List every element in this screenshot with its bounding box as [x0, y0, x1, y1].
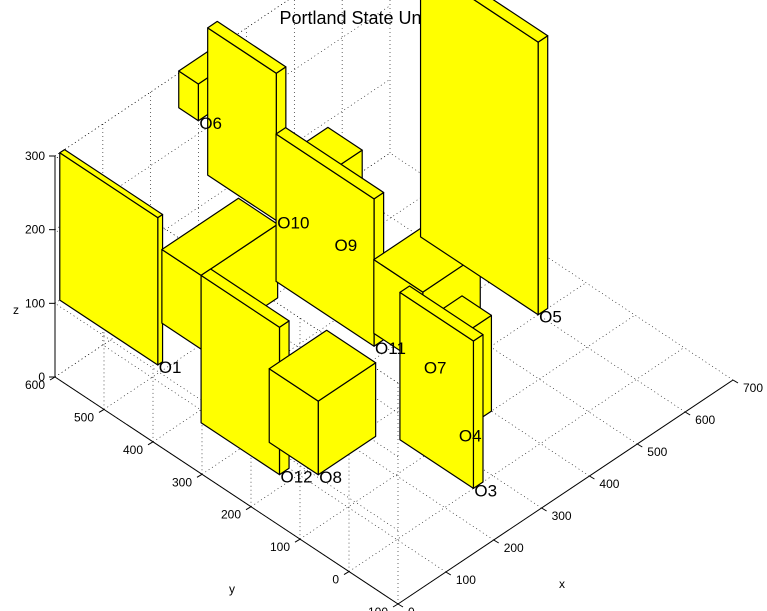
x-tick-mark [541, 507, 547, 512]
object-label: O1 [159, 358, 182, 377]
object-label: O4 [459, 427, 482, 446]
object-label: O5 [539, 308, 562, 327]
y-tick-label: 600 [25, 378, 45, 392]
x-tick-label: 700 [743, 381, 763, 395]
y-tick-label: 0 [332, 573, 339, 587]
box-top-face [275, 127, 385, 200]
x-axis-line [397, 379, 734, 605]
box-top-face [59, 149, 164, 219]
object-label: O9 [334, 236, 357, 255]
box-side-face [419, 0, 539, 316]
grid-line [294, 216, 638, 445]
object-label: O7 [424, 359, 447, 378]
z-tick-label: 0 [38, 370, 45, 384]
box-top-face [473, 0, 549, 43]
box-top-face [207, 20, 287, 74]
x-tick-mark [637, 443, 643, 448]
y-tick-mark [343, 571, 350, 576]
x-tick-label: 0 [408, 605, 415, 611]
x-tick-mark [397, 603, 404, 608]
x-tick-label: 100 [456, 573, 476, 587]
axes: 0 100 200 300 400 500 600 700 -100 0 100 200 300 400 5… [25, 149, 763, 611]
object-box-o5 [419, 0, 549, 316]
z-tick-label: 200 [25, 223, 45, 237]
object-box-o1 [59, 149, 164, 366]
x-tick-mark [589, 475, 595, 480]
object-box-o8 [268, 329, 377, 476]
x-tick-label: 300 [552, 509, 572, 523]
y-axis-label: y [229, 582, 235, 596]
object-label: O11 [375, 339, 406, 358]
object-label: O10 [277, 214, 309, 233]
x-axis-label: x [559, 577, 565, 591]
box-top-face [161, 197, 279, 277]
y-tick-mark [98, 408, 105, 413]
grid-line [198, 280, 542, 509]
y-tick-mark [147, 441, 154, 446]
box-top-face [200, 268, 290, 328]
y-tick-label: 100 [270, 540, 290, 554]
y-tick-mark [294, 538, 301, 543]
z-tick-label: 100 [25, 296, 45, 310]
y-tick-mark [245, 506, 252, 511]
x-tick-label: 400 [599, 477, 619, 491]
objects [59, 0, 549, 489]
object-box-o13 [161, 197, 279, 350]
grid-line [102, 344, 447, 573]
x-tick-mark [684, 411, 691, 416]
y-tick-mark [196, 473, 203, 478]
box-top-face [268, 329, 377, 402]
grid-line [246, 248, 590, 477]
grid-line [341, 184, 686, 413]
grid-line [389, 152, 734, 381]
box-front-face [472, 334, 484, 489]
object-label: O6 [199, 114, 222, 133]
object-box-o3 [399, 285, 484, 489]
box-top-face [399, 285, 484, 342]
x-tick-mark [732, 379, 739, 384]
z-tick-label: 300 [25, 149, 45, 163]
object-label: O3 [474, 481, 497, 500]
y-tick-label: 400 [123, 443, 143, 457]
y-tick-mark [392, 603, 399, 608]
y-tick-label: 500 [74, 410, 94, 424]
y-tick-label: 200 [221, 508, 241, 522]
x-tick-mark [445, 571, 452, 576]
y-tick-label: 300 [172, 475, 192, 489]
box-side-face [200, 274, 281, 476]
x-tick-mark [493, 539, 499, 544]
object-label: O12 [280, 468, 312, 487]
grid-line [150, 312, 494, 541]
x-tick-label: 500 [647, 445, 667, 459]
object-label: O8 [319, 468, 342, 487]
x-tick-label: 600 [695, 413, 715, 427]
object-labels: O1 O6 O10 O9 O12 O11 O8 O7 O5 O4 O3 [159, 114, 562, 501]
grid-line [54, 303, 399, 531]
x-tick-label: 200 [504, 541, 524, 555]
box-front-face [537, 35, 549, 316]
z-axis-label: z [13, 303, 19, 317]
grid-line [348, 347, 685, 572]
y-tick-label: -100 [364, 605, 388, 611]
y-axis-line [54, 376, 399, 605]
object-box-o11 [275, 127, 385, 347]
